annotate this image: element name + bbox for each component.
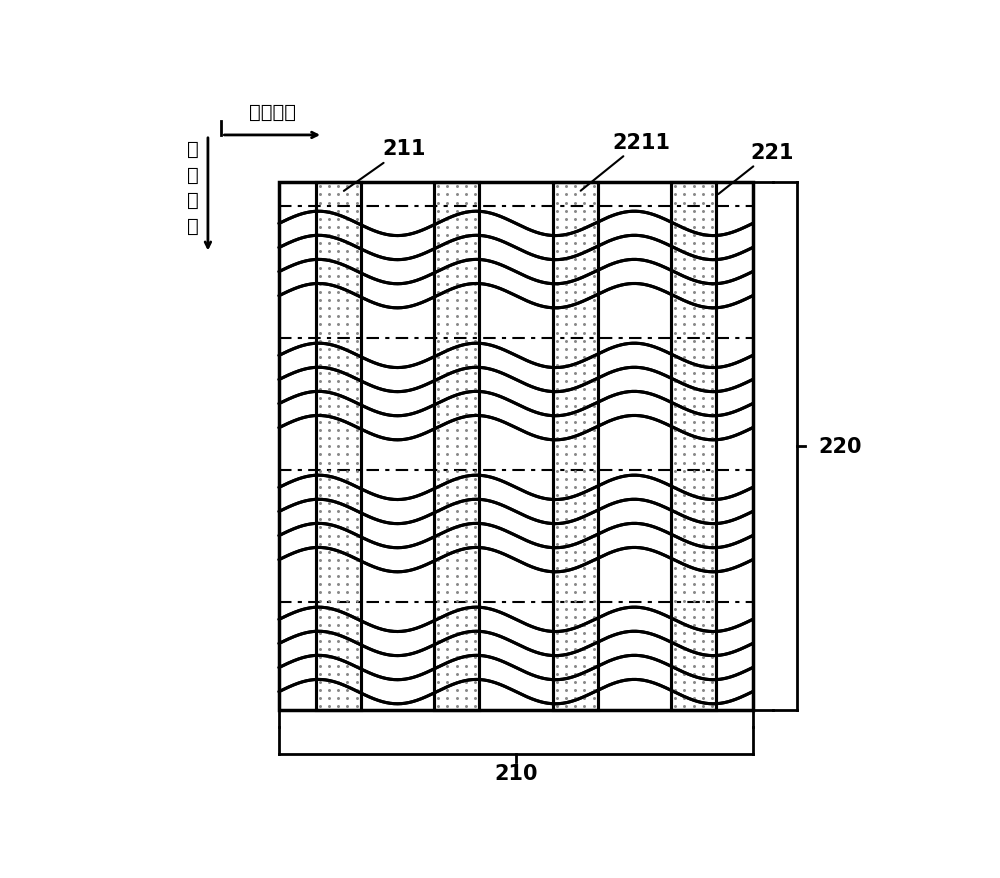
Bar <box>553 184 598 710</box>
Bar <box>279 184 753 710</box>
Text: 211: 211 <box>344 140 426 191</box>
Bar <box>671 184 716 710</box>
Bar <box>316 184 361 710</box>
Text: 210: 210 <box>494 763 538 783</box>
Text: 方: 方 <box>187 191 199 210</box>
Text: 第: 第 <box>187 140 199 159</box>
Bar <box>279 184 753 710</box>
Bar <box>434 184 479 710</box>
Text: 第一方向: 第一方向 <box>249 104 296 122</box>
Bar <box>434 184 479 710</box>
Text: 二: 二 <box>187 166 199 184</box>
Bar <box>316 184 361 710</box>
Bar <box>553 184 598 710</box>
Text: 2211: 2211 <box>581 133 670 191</box>
Text: 220: 220 <box>818 436 862 457</box>
Text: 向: 向 <box>187 217 199 236</box>
Text: 221: 221 <box>718 143 793 195</box>
Bar <box>671 184 716 710</box>
